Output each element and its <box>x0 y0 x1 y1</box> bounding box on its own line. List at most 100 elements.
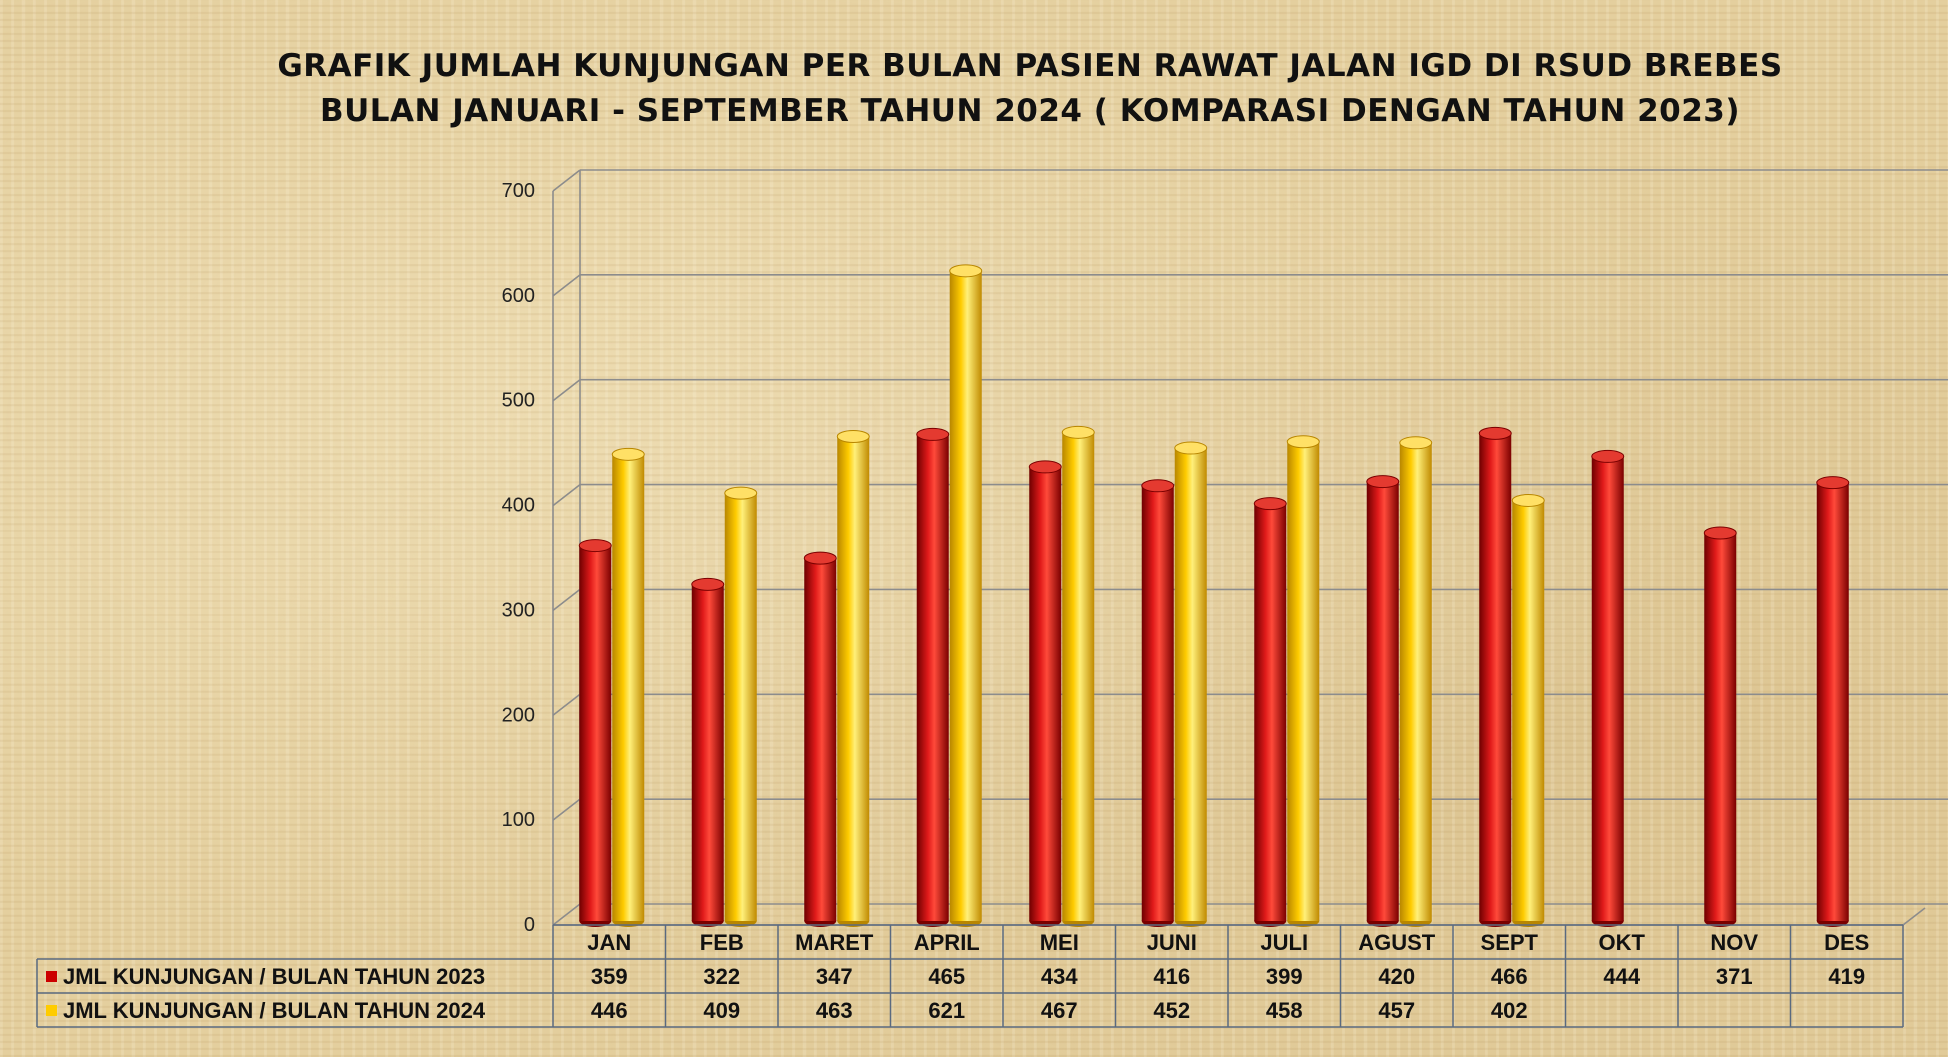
data-label: 420 <box>1378 964 1415 989</box>
legend-swatch <box>46 1005 57 1016</box>
data-label: 347 <box>816 964 853 989</box>
x-tick-label: JAN <box>587 930 631 955</box>
chart-title-line-2: BULAN JANUARI - SEPTEMBER TAHUN 2024 ( K… <box>319 93 1741 129</box>
y-tick-label: 400 <box>502 495 535 517</box>
x-tick-label: JULI <box>1260 930 1308 955</box>
bar <box>1703 526 1737 927</box>
bar-top <box>1286 435 1320 449</box>
bar-top <box>611 447 645 461</box>
data-label: 452 <box>1153 998 1190 1023</box>
bar-top <box>724 486 758 500</box>
bar-top <box>1816 476 1850 490</box>
bar-top <box>916 427 950 441</box>
bar <box>1478 426 1512 927</box>
gridline-slant <box>552 903 581 926</box>
data-label: 371 <box>1716 964 1753 989</box>
bar-body <box>837 436 870 921</box>
data-label: 457 <box>1378 998 1415 1023</box>
bar-top <box>691 577 725 591</box>
x-tick-label: APRIL <box>914 930 980 955</box>
legend-label: JML KUNJUNGAN / BULAN TAHUN 2023 <box>63 964 485 989</box>
y-tick-label: 300 <box>502 599 535 621</box>
bar <box>1366 475 1400 927</box>
data-label: 458 <box>1266 998 1303 1023</box>
bar-body <box>1399 442 1432 921</box>
data-label: 322 <box>703 964 740 989</box>
bar-body <box>1174 448 1207 921</box>
bar <box>803 551 837 927</box>
y-tick-label: 700 <box>502 180 535 202</box>
data-label: 466 <box>1491 964 1528 989</box>
bar <box>836 430 870 927</box>
bar-body <box>949 270 982 921</box>
bar <box>1511 493 1545 927</box>
legend-label: JML KUNJUNGAN / BULAN TAHUN 2024 <box>63 998 486 1023</box>
bar-top <box>1366 475 1400 489</box>
bar-body <box>1512 500 1545 921</box>
bar-body <box>1704 532 1737 921</box>
bar-top <box>1478 426 1512 440</box>
bar <box>1141 479 1175 927</box>
bar-body <box>579 545 612 921</box>
bar <box>1816 476 1850 927</box>
bar-top <box>1061 425 1095 439</box>
x-tick-label: JUNI <box>1147 930 1197 955</box>
bar-top <box>1703 526 1737 540</box>
bar <box>724 486 758 927</box>
gridline-slant <box>552 798 581 821</box>
bar-body <box>804 558 837 921</box>
y-tick-label: 200 <box>502 704 535 726</box>
bar-body <box>1479 433 1512 921</box>
x-tick-label: MARET <box>795 930 874 955</box>
gridline-slant <box>552 379 581 402</box>
bar-body <box>724 493 757 921</box>
data-label: 467 <box>1041 998 1078 1023</box>
x-tick-label: NOV <box>1710 930 1758 955</box>
chart-title-line-1: GRAFIK JUMLAH KUNJUNGAN PER BULAN PASIEN… <box>277 48 1783 84</box>
bar <box>578 539 612 927</box>
bar-body <box>691 584 724 921</box>
gridline-slant <box>552 693 581 716</box>
bar <box>1399 436 1433 927</box>
bar-body <box>1062 432 1095 921</box>
bar-body <box>1141 485 1174 921</box>
bar-top <box>1174 441 1208 455</box>
bar <box>1286 435 1320 927</box>
bar-body <box>1816 482 1849 921</box>
data-label: 463 <box>816 998 853 1023</box>
x-tick-label: DES <box>1824 930 1869 955</box>
data-table: JAN FEB MARET APRIL MEI JUNI JULI AGUST SEPT OKT N… <box>36 924 1904 1028</box>
bar <box>1253 497 1287 927</box>
bar-top <box>836 430 870 444</box>
data-label: 399 <box>1266 964 1303 989</box>
bar <box>916 427 950 927</box>
data-label: 419 <box>1828 964 1865 989</box>
y-tick-label: 0 <box>524 914 535 936</box>
bar <box>611 447 645 927</box>
bar-top <box>1253 497 1287 511</box>
bars <box>578 264 1850 927</box>
y-tick-label: 600 <box>502 285 535 307</box>
bar-body <box>1287 441 1320 921</box>
data-label: 416 <box>1153 964 1190 989</box>
data-label: 434 <box>1041 964 1078 989</box>
bar-top <box>1028 460 1062 474</box>
bar-top <box>1511 493 1545 507</box>
data-label: 444 <box>1603 964 1640 989</box>
data-label: 409 <box>703 998 740 1023</box>
data-label: 402 <box>1491 998 1528 1023</box>
gridline-slant <box>552 169 581 192</box>
x-tick-label: AGUST <box>1358 930 1436 955</box>
x-tick-label: MEI <box>1040 930 1079 955</box>
bar <box>1061 425 1095 927</box>
legend-swatch <box>46 971 57 982</box>
bar-body <box>1029 466 1062 921</box>
x-tick-label: SEPT <box>1481 930 1539 955</box>
gridline-slant <box>552 588 581 612</box>
x-tick-label: OKT <box>1599 930 1646 955</box>
bar <box>691 577 725 927</box>
bar-top <box>578 539 612 553</box>
bar-body <box>612 454 645 921</box>
data-label: 359 <box>591 964 628 989</box>
